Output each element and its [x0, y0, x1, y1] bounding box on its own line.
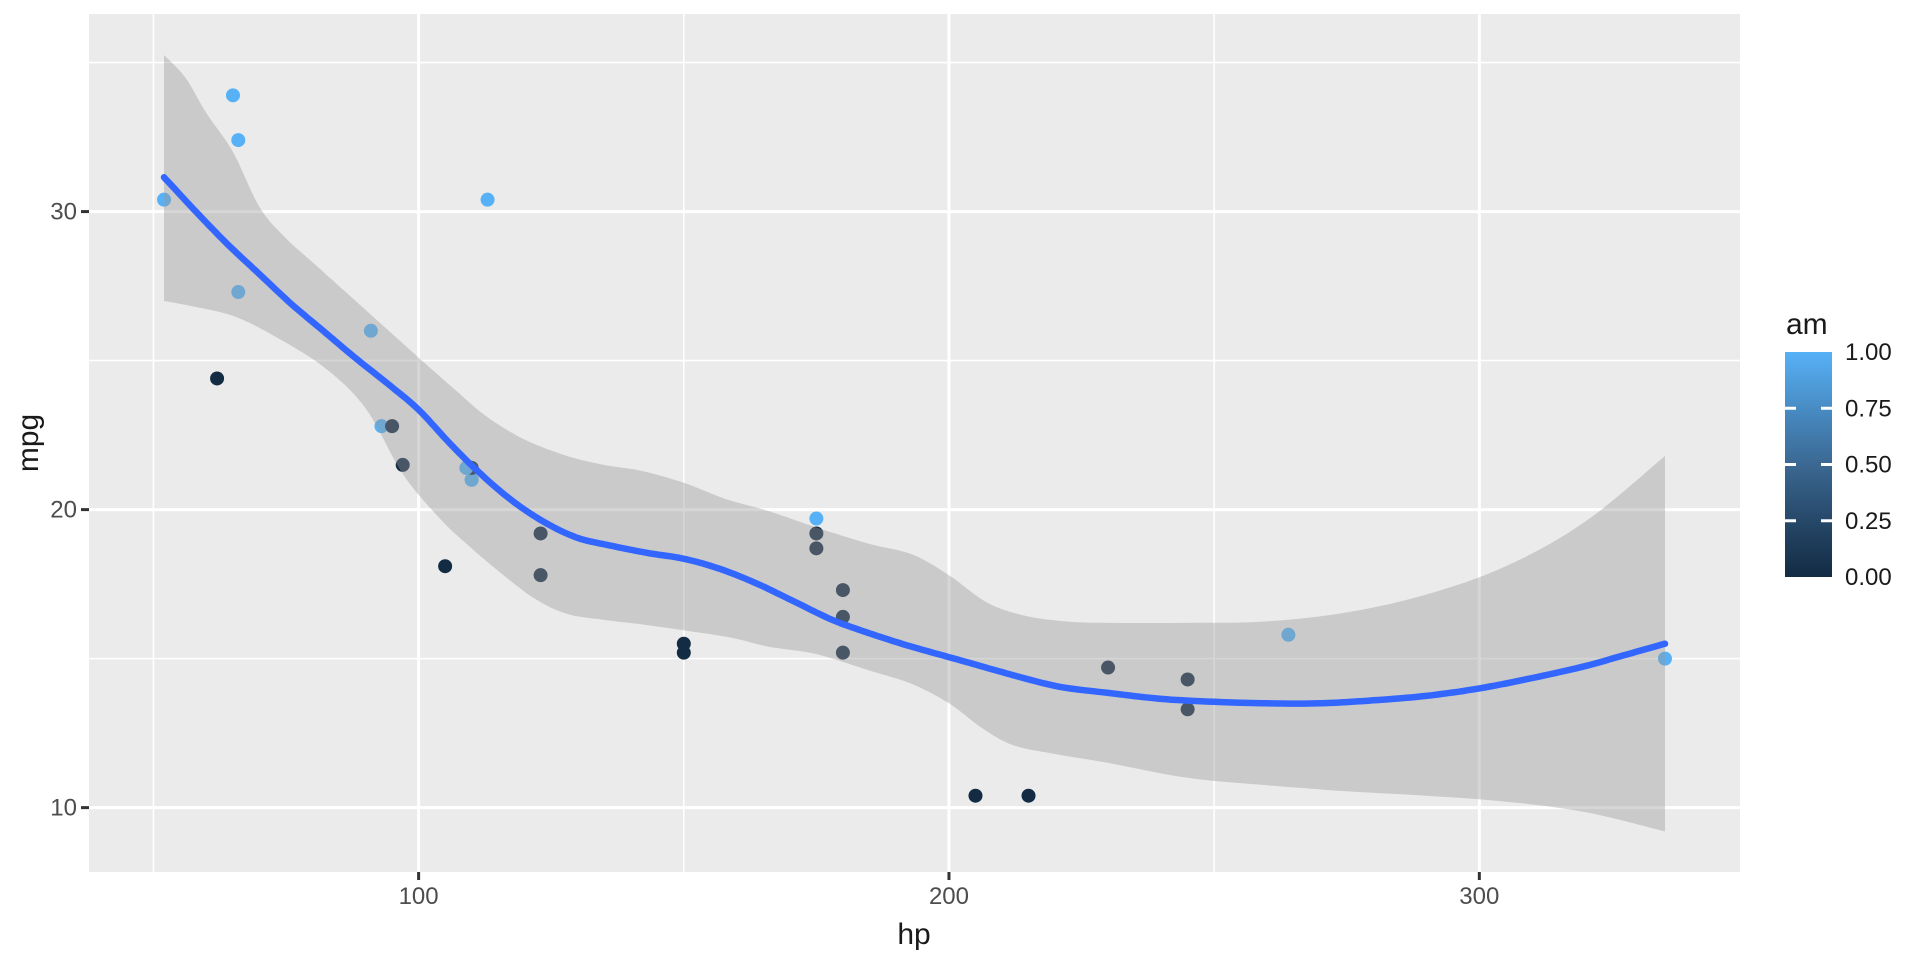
y-tick-label: 20 — [50, 497, 77, 524]
smooth-layer — [160, 55, 1669, 832]
y-tick-label: 30 — [50, 199, 77, 226]
x-tick-label: 300 — [1459, 883, 1499, 910]
legend-value-label: 1.00 — [1845, 339, 1892, 366]
data-point — [225, 88, 240, 103]
data-point — [809, 526, 824, 541]
legend-title: am — [1786, 308, 1828, 341]
data-point — [1657, 651, 1672, 666]
legend-value-label: 0.00 — [1845, 564, 1892, 591]
data-point — [374, 419, 389, 434]
data-point — [835, 645, 850, 660]
data-point — [968, 788, 983, 803]
data-point — [809, 541, 824, 556]
data-point — [210, 371, 225, 386]
data-point — [231, 285, 246, 300]
grid-minor-lines — [89, 14, 1740, 872]
data-point — [1180, 702, 1195, 717]
data-point — [676, 645, 691, 660]
data-point — [385, 419, 400, 434]
data-point — [533, 526, 548, 541]
data-point — [157, 192, 172, 207]
data-point — [533, 568, 548, 583]
data-point — [464, 472, 479, 487]
legend-value-label: 0.25 — [1845, 508, 1892, 535]
data-point — [438, 559, 453, 574]
y-tick-label: 10 — [50, 795, 77, 822]
data-point — [835, 583, 850, 598]
axis-tick-labels: 100 200 300 10 20 30 — [50, 199, 1499, 910]
data-point — [1281, 627, 1296, 642]
data-points-layer — [157, 88, 1672, 803]
data-point — [231, 133, 246, 148]
data-point — [809, 511, 824, 526]
x-tick-label: 100 — [399, 883, 439, 910]
x-tick-label: 200 — [929, 883, 969, 910]
data-point — [1021, 788, 1036, 803]
data-point — [1180, 672, 1195, 687]
plot-panel — [89, 14, 1740, 872]
confidence-ribbon — [164, 55, 1665, 832]
y-axis-title: mpg — [12, 414, 45, 472]
data-point — [395, 457, 410, 472]
loess-smooth-line — [160, 174, 1669, 707]
data-point — [480, 192, 495, 207]
legend-value-labels: 1.00 0.75 0.50 0.25 0.00 — [1845, 339, 1892, 591]
legend-bar-ticks — [1785, 406, 1832, 523]
legend-value-label: 0.75 — [1845, 395, 1892, 422]
legend-value-label: 0.50 — [1845, 452, 1892, 479]
axis-ticks — [81, 210, 1481, 880]
data-point — [363, 323, 378, 338]
legend-colorbar: am 1.00 0.75 0.50 0.25 0.00 — [1785, 308, 1892, 591]
grid-major-lines — [89, 14, 1740, 872]
data-point — [1101, 660, 1116, 675]
x-axis-title: hp — [897, 918, 930, 951]
